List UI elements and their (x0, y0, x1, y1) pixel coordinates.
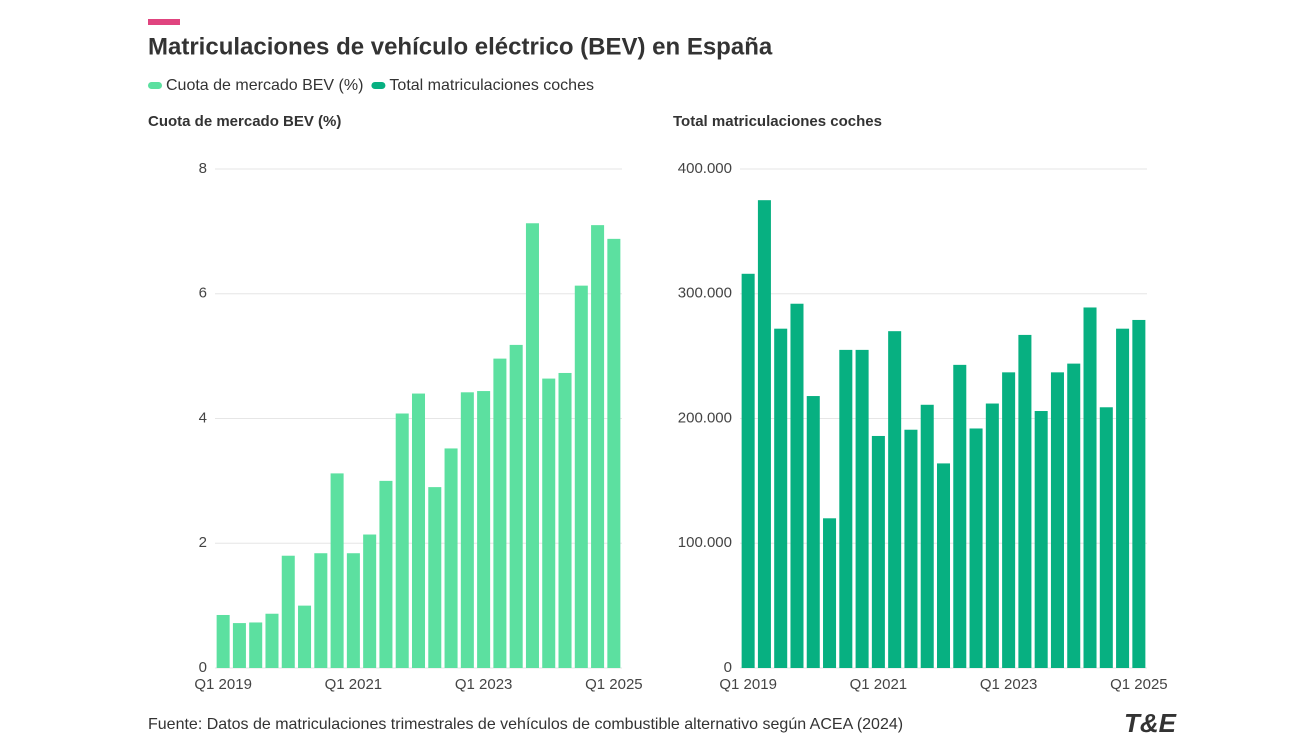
bar (444, 448, 458, 668)
bar (509, 344, 523, 668)
bar (1116, 328, 1130, 668)
bar (216, 614, 230, 668)
logo: T&E (1124, 708, 1177, 737)
bar (757, 200, 771, 668)
x-tick-label: Q1 2025 (1110, 676, 1168, 693)
y-tick-label: 2 (199, 534, 207, 551)
bar (363, 534, 377, 668)
bar (428, 487, 442, 668)
legend-swatch (148, 82, 162, 89)
legend-label: Total matriculaciones coches (389, 77, 594, 94)
y-tick-label: 0 (199, 659, 207, 676)
title: Matriculaciones de vehículo eléctrico (B… (148, 33, 773, 60)
subplot-title: Cuota de mercado BEV (%) (148, 113, 341, 130)
bar (920, 404, 934, 668)
bar (1083, 307, 1097, 668)
bar (855, 349, 869, 668)
bar (741, 273, 755, 668)
x-tick-label: Q1 2025 (585, 676, 643, 693)
bar (1018, 334, 1032, 668)
legend-label: Cuota de mercado BEV (%) (166, 77, 363, 94)
y-tick-label: 100.000 (678, 534, 732, 551)
subplot-title: Total matriculaciones coches (673, 113, 882, 130)
x-tick-label: Q1 2023 (980, 676, 1038, 693)
y-tick-label: 200.000 (678, 409, 732, 426)
y-tick-label: 400.000 (678, 160, 732, 177)
y-tick-label: 0 (724, 659, 732, 676)
y-tick-label: 4 (199, 409, 207, 426)
bar (1132, 319, 1146, 668)
accent-bar (148, 19, 180, 25)
bar (298, 605, 312, 668)
x-tick-label: Q1 2021 (325, 676, 383, 693)
bar (346, 553, 360, 668)
bar (936, 463, 951, 668)
y-tick-label: 8 (199, 160, 207, 177)
bar (591, 225, 605, 668)
bar (574, 285, 588, 668)
bar (953, 364, 967, 668)
bar (330, 473, 344, 668)
bar (542, 378, 556, 668)
bar (790, 303, 804, 668)
bar (265, 613, 279, 668)
x-tick-label: Q1 2019 (194, 676, 252, 693)
x-tick-label: Q1 2021 (850, 676, 908, 693)
bar (1067, 363, 1081, 668)
y-tick-label: 6 (199, 285, 207, 302)
bar (839, 349, 853, 668)
bar (249, 622, 263, 668)
bar (871, 435, 885, 668)
bar (477, 391, 491, 668)
bar (493, 358, 507, 668)
x-tick-label: Q1 2023 (455, 676, 513, 693)
bar (1050, 372, 1064, 668)
bar (823, 518, 837, 668)
bar (774, 328, 788, 668)
y-tick-label: 300.000 (678, 285, 732, 302)
x-tick-label: Q1 2019 (719, 676, 777, 693)
bar (460, 392, 474, 668)
bar (395, 413, 409, 668)
source: Fuente: Datos de matriculaciones trimest… (148, 716, 903, 733)
bar (985, 403, 999, 668)
bar (379, 480, 393, 668)
bar (232, 623, 246, 668)
bar (904, 429, 918, 668)
bar (525, 223, 539, 669)
bar (314, 553, 328, 668)
bar (1002, 372, 1016, 668)
bar (888, 331, 902, 668)
bar (1099, 407, 1113, 668)
bar (607, 238, 621, 669)
legend-swatch (371, 82, 386, 89)
bar (411, 393, 426, 668)
bar (969, 428, 983, 668)
bar (281, 555, 295, 668)
bar (806, 396, 820, 668)
bar (558, 372, 572, 668)
bar (1034, 411, 1048, 668)
